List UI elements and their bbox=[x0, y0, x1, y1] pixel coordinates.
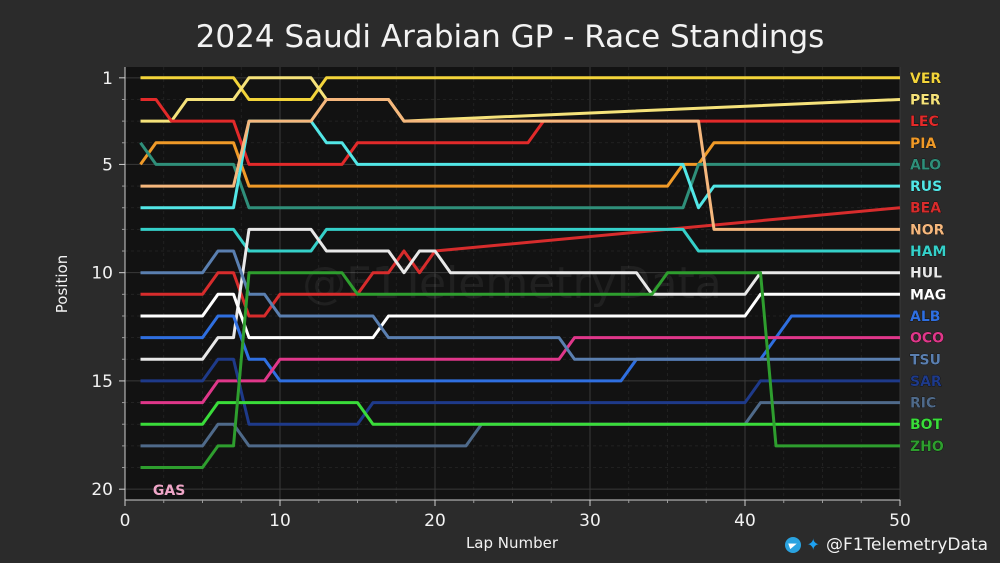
series-line-nor bbox=[140, 98, 900, 231]
y-tick-label: 5 bbox=[102, 155, 113, 175]
driver-label-hul: HUL bbox=[910, 266, 942, 282]
series-line-lec bbox=[140, 98, 900, 166]
x-tick-label: 0 bbox=[120, 511, 131, 531]
series-line-mag bbox=[140, 292, 900, 340]
driver-label-ham: HAM bbox=[910, 244, 946, 260]
series-line-bea bbox=[140, 206, 901, 318]
series-line-ver bbox=[140, 76, 900, 101]
driver-label-ver: VER bbox=[910, 71, 941, 87]
twitter-icon[interactable]: ✦ bbox=[806, 535, 820, 554]
series-line-rus bbox=[140, 119, 900, 210]
x-axis-label: Lap Number bbox=[466, 534, 559, 552]
driver-label-alb: ALB bbox=[910, 309, 940, 325]
driver-label-tsu: TSU bbox=[910, 352, 941, 368]
series-line-pia bbox=[139, 141, 900, 188]
x-tick-label: 10 bbox=[269, 511, 291, 531]
y-tick-label: 15 bbox=[91, 372, 113, 392]
driver-label-nor: NOR bbox=[910, 222, 945, 238]
credit-handle: @F1TelemetryData bbox=[825, 535, 988, 555]
series-line-alo bbox=[139, 141, 900, 210]
chart-title: 2024 Saudi Arabian GP - Race Standings bbox=[196, 19, 825, 55]
y-axis-label: Position bbox=[53, 255, 71, 313]
series-line-hul bbox=[140, 227, 900, 361]
driver-labels-right: VER PER LEC PIA ALO RUS BEA NOR HAM HUL MAG ALB OCO T… bbox=[910, 71, 947, 456]
driver-label-ric: RIC bbox=[910, 396, 936, 412]
x-tick-label: 50 bbox=[889, 511, 911, 531]
footer-credit: ✦ @F1TelemetryData bbox=[784, 535, 988, 555]
y-tick-label: 10 bbox=[91, 264, 113, 284]
y-tick-label: 20 bbox=[91, 480, 113, 500]
y-tick-label: 1 bbox=[102, 69, 113, 89]
series-line-ric bbox=[140, 401, 900, 448]
driver-label-oco: OCO bbox=[910, 331, 944, 347]
x-tick-label: 30 bbox=[579, 511, 601, 531]
telegram-icon[interactable] bbox=[784, 537, 801, 553]
watermark-text: @F1TelemetryData bbox=[302, 258, 721, 309]
driver-label-zho: ZHO bbox=[910, 439, 944, 455]
driver-label-mag: MAG bbox=[910, 287, 946, 303]
series-line-tsu bbox=[140, 249, 900, 361]
driver-labels-left: GAS bbox=[153, 483, 185, 499]
x-tick-label: 40 bbox=[734, 511, 756, 531]
driver-label-gas: GAS bbox=[153, 483, 185, 499]
driver-label-rus: RUS bbox=[910, 179, 942, 195]
driver-label-pia: PIA bbox=[910, 136, 936, 152]
driver-label-sar: SAR bbox=[910, 374, 942, 390]
x-tick-label: 20 bbox=[424, 511, 446, 531]
series-line-ham bbox=[140, 227, 900, 253]
driver-label-bea: BEA bbox=[910, 201, 941, 217]
series-line-oco bbox=[140, 336, 900, 405]
driver-label-alo: ALO bbox=[910, 157, 941, 173]
driver-label-bot: BOT bbox=[910, 417, 943, 433]
driver-label-lec: LEC bbox=[910, 114, 939, 130]
series-line-sar bbox=[140, 357, 900, 426]
series-line-zho bbox=[140, 271, 900, 469]
driver-label-per: PER bbox=[910, 92, 941, 108]
series-line-bot bbox=[140, 401, 900, 426]
series-lines bbox=[139, 76, 901, 469]
